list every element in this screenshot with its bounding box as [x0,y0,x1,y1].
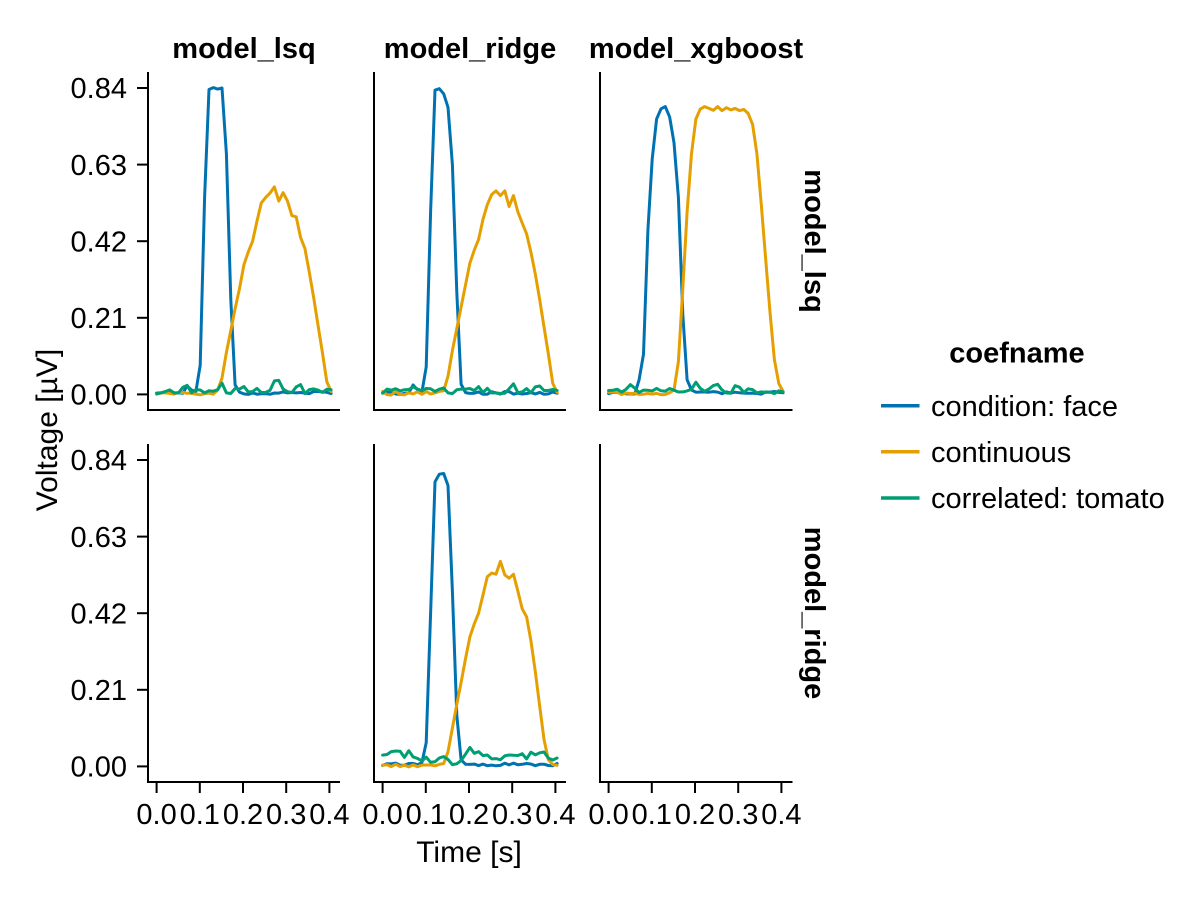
svg-text:0.3: 0.3 [718,799,758,831]
svg-text:0.1: 0.1 [632,799,672,831]
svg-text:0.84: 0.84 [71,445,127,477]
svg-text:condition: face: condition: face [931,391,1118,423]
svg-text:Time [s]: Time [s] [416,836,522,869]
svg-text:0.1: 0.1 [406,799,446,831]
svg-text:0.4: 0.4 [761,799,801,831]
svg-text:0.84: 0.84 [71,73,127,105]
svg-text:0.21: 0.21 [71,303,127,335]
svg-text:0.00: 0.00 [71,380,127,412]
svg-text:0.63: 0.63 [71,150,127,182]
svg-text:model_ridge: model_ridge [384,33,556,65]
svg-text:correlated: tomato: correlated: tomato [931,483,1165,515]
svg-text:Voltage [µV]: Voltage [µV] [31,349,64,511]
svg-text:0.1: 0.1 [180,799,220,831]
svg-text:0.0: 0.0 [362,799,402,831]
svg-text:0.42: 0.42 [71,226,127,258]
svg-text:model_xgboost: model_xgboost [589,33,804,65]
svg-text:model_ridge: model_ridge [798,527,830,699]
svg-text:model_lsq: model_lsq [798,169,830,312]
svg-text:0.3: 0.3 [266,799,306,831]
svg-text:0.0: 0.0 [136,799,176,831]
svg-text:0.2: 0.2 [449,799,489,831]
svg-text:0.2: 0.2 [223,799,263,831]
svg-text:0.4: 0.4 [535,799,575,831]
svg-text:0.21: 0.21 [71,675,127,707]
svg-text:0.2: 0.2 [675,799,715,831]
svg-text:coefname: coefname [949,338,1084,370]
svg-text:0.0: 0.0 [588,799,628,831]
svg-text:0.3: 0.3 [492,799,532,831]
svg-text:0.00: 0.00 [71,752,127,784]
svg-text:0.42: 0.42 [71,598,127,630]
svg-text:0.63: 0.63 [71,522,127,554]
svg-text:model_lsq: model_lsq [172,33,315,65]
svg-text:continuous: continuous [931,437,1071,469]
svg-text:0.4: 0.4 [309,799,349,831]
